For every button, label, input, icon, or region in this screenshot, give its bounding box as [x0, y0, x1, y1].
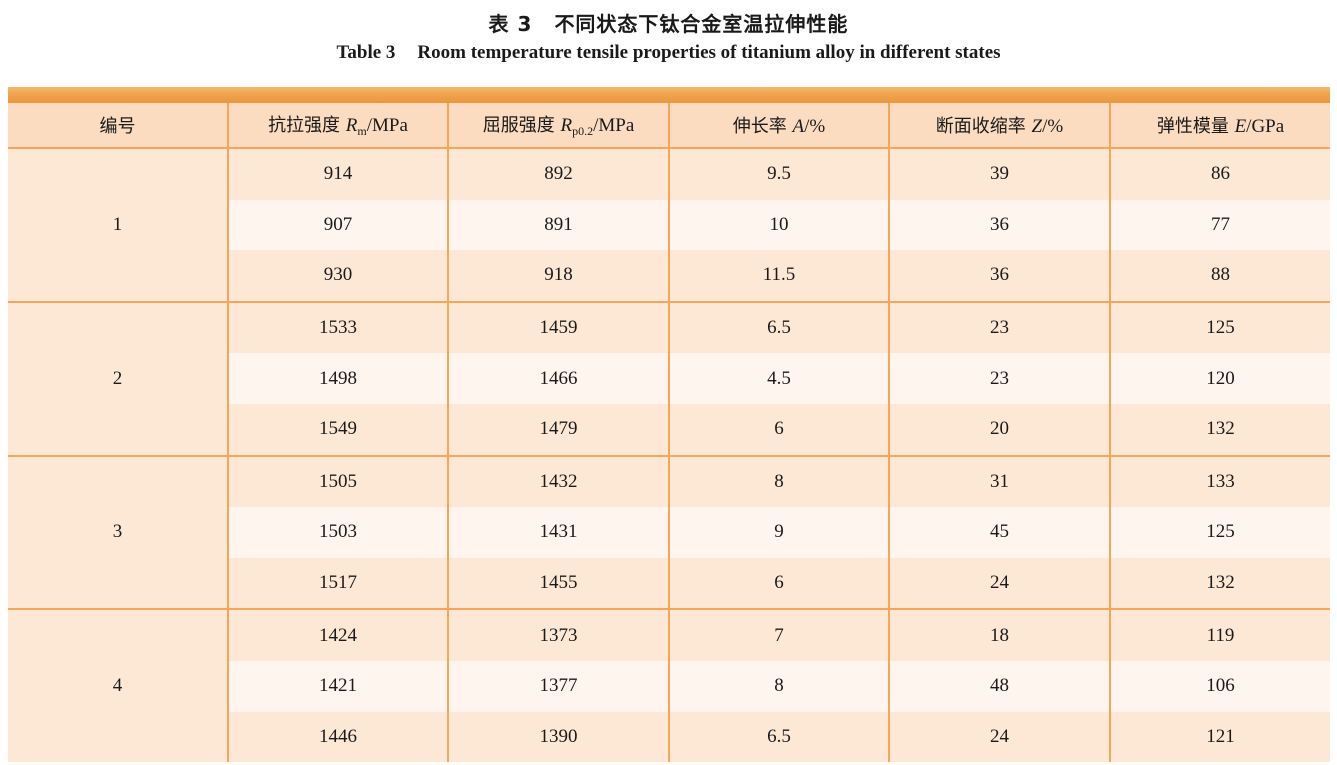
cell-yield-strength: 918 [447, 250, 669, 302]
cell-elastic-modulus: 121 [1109, 711, 1330, 763]
cell-elongation: 8 [668, 455, 889, 508]
cell-elastic-modulus: 88 [1109, 250, 1330, 302]
cell-tensile-strength: 1498 [227, 353, 448, 404]
cell-elongation: 9.5 [668, 148, 889, 200]
cell-yield-strength: 1377 [447, 660, 669, 712]
cell-tensile-strength: 1424 [227, 609, 448, 661]
cell-yield-strength: 1432 [447, 455, 669, 508]
cell-reduction-of-area: 23 [888, 301, 1110, 354]
cell-reduction-of-area: 31 [888, 455, 1110, 508]
cell-elastic-modulus: 106 [1109, 660, 1330, 712]
table-row: 1517 1455 6 24 132 [8, 557, 1330, 610]
table-caption-cn: 表 3 不同状态下钛合金室温拉伸性能 [0, 8, 1337, 37]
cell-elastic-modulus: 132 [1109, 557, 1330, 610]
header-id: 编号 [8, 103, 228, 148]
table-top-band [8, 87, 1330, 103]
cell-tensile-strength: 1446 [227, 711, 448, 763]
header-elastic-modulus: 弹性模量 E/GPa [1109, 103, 1330, 148]
cell-reduction-of-area: 18 [888, 609, 1110, 661]
cell-elongation: 6.5 [668, 711, 889, 763]
table-title-cn: 不同状态下钛合金室温拉伸性能 [554, 12, 849, 36]
cell-tensile-strength: 1533 [227, 301, 448, 354]
cell-tensile-strength: 907 [227, 199, 448, 251]
cell-elastic-modulus: 132 [1109, 403, 1330, 456]
sample-group-4: 4 1424 1373 7 18 119 1421 1377 8 48 106 1446 1390 6.5… [8, 609, 1330, 763]
sample-group-3: 3 1505 1432 8 31 133 1503 1431 9 45 125 1517 1455 6 24… [8, 455, 1330, 610]
cell-yield-strength: 1390 [447, 711, 669, 763]
cell-reduction-of-area: 20 [888, 403, 1110, 456]
cell-elastic-modulus: 77 [1109, 199, 1330, 251]
cell-yield-strength: 1431 [447, 507, 669, 558]
cell-elongation: 10 [668, 199, 889, 251]
cell-reduction-of-area: 24 [888, 557, 1110, 610]
cell-elastic-modulus: 119 [1109, 609, 1330, 661]
table-row: 930 918 11.5 36 88 [8, 250, 1330, 302]
table-caption-en: Table 3 Room temperature tensile properti… [0, 42, 1337, 64]
cell-elastic-modulus: 86 [1109, 148, 1330, 200]
cell-yield-strength: 1373 [447, 609, 669, 661]
cell-yield-strength: 1479 [447, 403, 669, 456]
cell-elongation: 11.5 [668, 250, 889, 302]
sample-group-2: 2 1533 1459 6.5 23 125 1498 1466 4.5 23 120 1549 147… [8, 301, 1330, 456]
table-row: 1 914 892 9.5 39 86 [8, 148, 1330, 302]
header-yield-strength: 屈服强度 Rp0.2/MPa [447, 103, 669, 148]
tensile-properties-table: 编号 抗拉强度 Rm/MPa 屈服强度 Rp0.2/MPa 伸长率 A/% 断面… [8, 103, 1330, 763]
header-reduction-of-area: 断面收缩率 Z/% [888, 103, 1110, 148]
cell-elongation: 6 [668, 403, 889, 456]
cell-yield-strength: 1455 [447, 557, 669, 610]
cell-yield-strength: 891 [447, 199, 669, 251]
cell-elongation: 8 [668, 660, 889, 712]
table-row: 1503 1431 9 45 125 [8, 507, 1330, 558]
header-elongation: 伸长率 A/% [668, 103, 889, 148]
header-tensile-strength: 抗拉强度 Rm/MPa [227, 103, 448, 148]
cell-reduction-of-area: 39 [888, 148, 1110, 200]
sample-id-cell: 3 [8, 455, 228, 610]
cell-yield-strength: 892 [447, 148, 669, 200]
cell-elastic-modulus: 120 [1109, 353, 1330, 404]
table-title-en: Room temperature tensile properties of t… [417, 42, 1001, 63]
cell-tensile-strength: 1517 [227, 557, 448, 610]
header-row: 编号 抗拉强度 Rm/MPa 屈服强度 Rp0.2/MPa 伸长率 A/% 断面… [8, 103, 1330, 148]
cell-elastic-modulus: 133 [1109, 455, 1330, 508]
cell-elastic-modulus: 125 [1109, 301, 1330, 354]
sample-group-1: 1 914 892 9.5 39 86 907 891 10 36 77 930 918 11.5 36 88 [8, 148, 1330, 302]
cell-tensile-strength: 1505 [227, 455, 448, 508]
table-row: 3 1505 1432 8 31 133 [8, 455, 1330, 610]
sample-id-cell: 2 [8, 301, 228, 456]
table-row: 1421 1377 8 48 106 [8, 660, 1330, 712]
cell-elongation: 7 [668, 609, 889, 661]
table-row: 907 891 10 36 77 [8, 199, 1330, 251]
cell-reduction-of-area: 36 [888, 199, 1110, 251]
table-row: 1446 1390 6.5 24 121 [8, 711, 1330, 763]
table-row: 1498 1466 4.5 23 120 [8, 353, 1330, 404]
sample-id-cell: 4 [8, 609, 228, 763]
cell-elongation: 9 [668, 507, 889, 558]
cell-reduction-of-area: 23 [888, 353, 1110, 404]
cell-elongation: 6.5 [668, 301, 889, 354]
cell-reduction-of-area: 45 [888, 507, 1110, 558]
cell-tensile-strength: 930 [227, 250, 448, 302]
cell-yield-strength: 1459 [447, 301, 669, 354]
sample-id-cell: 1 [8, 148, 228, 302]
cell-tensile-strength: 1549 [227, 403, 448, 456]
cell-tensile-strength: 914 [227, 148, 448, 200]
table-row: 4 1424 1373 7 18 119 [8, 609, 1330, 763]
cell-elongation: 6 [668, 557, 889, 610]
cell-yield-strength: 1466 [447, 353, 669, 404]
table-row: 1549 1479 6 20 132 [8, 403, 1330, 456]
cell-reduction-of-area: 36 [888, 250, 1110, 302]
cell-tensile-strength: 1421 [227, 660, 448, 712]
cell-elongation: 4.5 [668, 353, 889, 404]
cell-tensile-strength: 1503 [227, 507, 448, 558]
table-row: 2 1533 1459 6.5 23 125 [8, 301, 1330, 456]
cell-elastic-modulus: 125 [1109, 507, 1330, 558]
cell-reduction-of-area: 48 [888, 660, 1110, 712]
cell-reduction-of-area: 24 [888, 711, 1110, 763]
table-number-cn: 表 3 [488, 12, 533, 36]
table-number-en: Table 3 [336, 42, 396, 63]
